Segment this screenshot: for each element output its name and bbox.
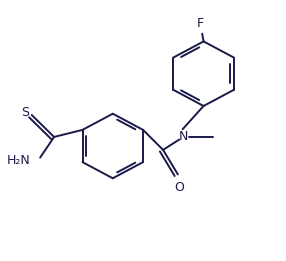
Text: H₂N: H₂N — [7, 154, 30, 167]
Text: S: S — [21, 106, 29, 119]
Text: N: N — [178, 130, 188, 144]
Text: O: O — [174, 181, 184, 194]
Text: F: F — [197, 17, 204, 30]
